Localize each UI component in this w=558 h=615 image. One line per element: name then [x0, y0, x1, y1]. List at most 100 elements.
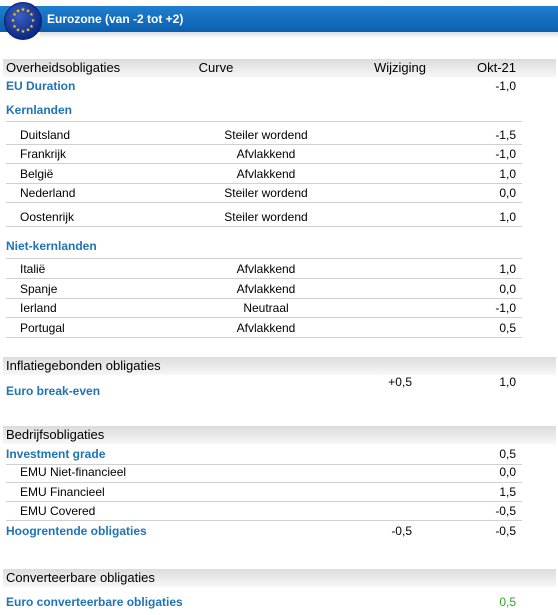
row-label: Portugal [20, 321, 65, 335]
table-row: Frankrijk Afvlakkend -1,0 [6, 145, 556, 163]
row-okt: 0,0 [499, 186, 516, 200]
row-curve: Steiler wordend [224, 186, 308, 200]
svg-text:★: ★ [29, 12, 34, 18]
table-row: Duitsland Steiler wordend -1,5 [6, 126, 556, 144]
row-curve: Afvlakkend [236, 282, 296, 296]
kernlanden-title: Kernlanden [6, 103, 73, 117]
inflatie-header: Inflatiegebonden obligaties [3, 357, 556, 375]
svg-text:★: ★ [16, 28, 21, 34]
row-okt: 1,0 [499, 167, 516, 181]
row-okt: 1,5 [499, 485, 516, 499]
investment-grade-row: Investment grade 0,5 [6, 445, 556, 463]
row-label: EMU Niet-financieel [20, 465, 127, 479]
break-even-row: Euro break-even [6, 382, 556, 400]
bedrijf-header: Bedrijfsobligaties [3, 426, 556, 444]
table-row: Spanje Afvlakkend 0,0 [6, 280, 556, 298]
divider [6, 258, 522, 259]
row-okt: 0,5 [499, 321, 516, 335]
svg-text:★: ★ [12, 12, 17, 18]
row-label: Nederland [20, 186, 76, 200]
break-even-okt: 1,0 [499, 375, 516, 389]
header-overheidsobligaties: Overheidsobligaties [6, 60, 121, 75]
svg-text:★: ★ [26, 28, 31, 34]
table-row: EMU Covered -0,5 [6, 502, 556, 520]
table-row: België Afvlakkend 1,0 [6, 165, 556, 183]
divider [6, 202, 522, 203]
hoogrentende-label: Hoogrentende obligaties [6, 524, 147, 538]
table-row: Ierland Neutraal -1,0 [6, 299, 556, 317]
svg-text:★: ★ [31, 18, 36, 24]
niet-kernlanden-title-row: Niet-kernlanden [6, 237, 556, 255]
row-okt: -0,5 [495, 504, 516, 518]
divider [6, 501, 522, 502]
inflatie-header-label: Inflatiegebonden obligaties [6, 358, 161, 373]
divider [6, 482, 522, 483]
divider [6, 163, 522, 164]
svg-text:★: ★ [26, 9, 31, 15]
bedrijf-header-label: Bedrijfsobligaties [6, 427, 105, 442]
row-okt: -1,5 [495, 128, 516, 142]
header-wijziging: Wijziging [373, 60, 426, 75]
banner-title: Eurozone (van -2 tot +2) [47, 12, 184, 26]
row-okt: 0,0 [499, 465, 516, 479]
row-label: Spanje [20, 282, 58, 296]
investment-grade-okt: 0,5 [499, 447, 516, 461]
hoogrentende-okt: -0,5 [495, 524, 516, 538]
row-label: België [20, 167, 54, 181]
niet-kernlanden-title: Niet-kernlanden [6, 239, 97, 253]
banner-shadow [40, 32, 558, 38]
divider [6, 121, 522, 122]
divider [6, 520, 522, 521]
break-even-label: Euro break-even [6, 384, 101, 398]
row-curve: Steiler wordend [224, 210, 308, 224]
table-row: EMU Niet-financieel 0,0 [6, 463, 556, 481]
divider [6, 317, 522, 318]
table-header: Overheidsobligaties Curve Wijziging Okt-… [3, 59, 556, 77]
table-row: Oostenrijk Steiler wordend 1,0 [6, 208, 556, 226]
svg-text:★: ★ [21, 29, 26, 35]
row-curve: Steiler wordend [224, 128, 308, 142]
row-label: Duitsland [20, 128, 71, 142]
hoogrentende-wijz: -0,5 [391, 524, 412, 538]
divider [6, 337, 522, 338]
row-curve: Afvlakkend [236, 262, 296, 276]
row-label: EMU Covered [20, 504, 96, 518]
svg-text:★: ★ [12, 24, 17, 30]
divider [6, 183, 522, 184]
row-curve: Neutraal [243, 301, 289, 315]
break-even-wijz: +0,5 [388, 375, 412, 389]
convert-header-label: Converteerbare obligaties [6, 570, 155, 585]
eu-duration-row: EU Duration -1,0 [6, 77, 556, 95]
hoogrentende-row: Hoogrentende obligaties -0,5 -0,5 [6, 522, 556, 540]
eu-duration-okt: -1,0 [495, 79, 516, 93]
row-label: Ierland [20, 301, 57, 315]
row-okt: -1,0 [495, 147, 516, 161]
convert-header: Converteerbare obligaties [3, 569, 556, 587]
header-okt: Okt-21 [476, 60, 516, 75]
svg-text:★: ★ [29, 24, 34, 30]
table-row: Portugal Afvlakkend 0,5 [6, 319, 556, 337]
row-curve: Afvlakkend [236, 321, 296, 335]
break-even-values-row: +0,5 1,0 [6, 373, 556, 391]
svg-text:★: ★ [11, 18, 16, 24]
table-row: Nederland Steiler wordend 0,0 [6, 184, 556, 202]
row-label: Italië [20, 262, 46, 276]
row-okt: 1,0 [499, 210, 516, 224]
divider [6, 278, 522, 279]
table-row: EMU Financieel 1,5 [6, 483, 556, 501]
row-label: Frankrijk [20, 147, 67, 161]
divider [6, 144, 522, 145]
row-okt: 1,0 [499, 262, 516, 276]
row-okt: -1,0 [495, 301, 516, 315]
row-curve: Afvlakkend [236, 167, 296, 181]
row-okt: 0,0 [499, 282, 516, 296]
row-label: EMU Financieel [20, 485, 105, 499]
header-curve: Curve [198, 60, 234, 75]
eu-flag-icon: ★ ★ ★ ★ ★ ★ ★ ★ ★ ★ ★ ★ [4, 2, 42, 40]
divider [6, 464, 522, 465]
banner-bar [0, 6, 558, 32]
investment-grade-label: Investment grade [6, 447, 106, 461]
convert-label: Euro converteerbare obligaties [6, 595, 183, 609]
row-curve: Afvlakkend [236, 147, 296, 161]
divider [6, 226, 522, 227]
